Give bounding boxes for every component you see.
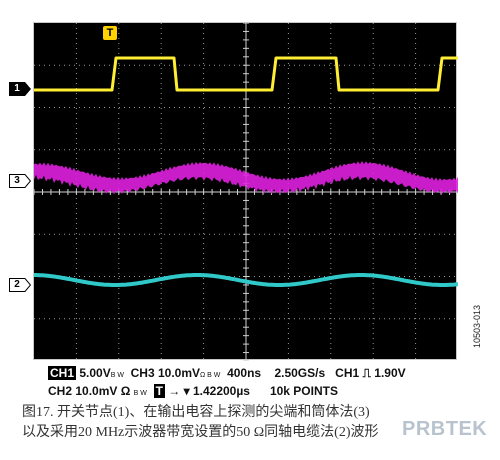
ch1-label: CH1 bbox=[48, 366, 77, 380]
channel-1-marker-label: 1 bbox=[14, 83, 20, 94]
trigger-position-marker: T bbox=[103, 26, 117, 40]
channel-2-marker-label: 2 bbox=[14, 279, 20, 290]
ch1-trace bbox=[34, 56, 458, 92]
caption-line-2: 以及采用20 MHz示波器带宽设置的50 Ω同轴电缆法(2)波形 bbox=[22, 425, 379, 440]
trigger-source: CH1 bbox=[335, 366, 360, 380]
ch3-trace bbox=[34, 161, 458, 195]
ch2-trace bbox=[34, 273, 458, 287]
record-length: 10k POINTS bbox=[269, 384, 338, 398]
status-row-1: CH1 5.00VB W CH3 10.0mVΩ B W 400ns 2.50G… bbox=[48, 366, 406, 381]
figure-caption: 图17. 开关节点(1)、在输出电容上探测的尖端和筒体法(3) 以及采用20 M… bbox=[22, 403, 492, 443]
channel-3-marker-label: 3 bbox=[14, 175, 20, 186]
ch2-bandwidth: B W bbox=[133, 390, 147, 397]
trigger-edge-icon: ⎍ bbox=[362, 366, 371, 380]
ch3-bandwidth: Ω B W bbox=[200, 372, 221, 379]
ch1-scale: 5.00V bbox=[79, 366, 111, 380]
ch1-bandwidth: B W bbox=[110, 372, 124, 379]
status-row-2: CH2 10.0mV Ω B W T → ▾ 1.42200µs 10k POI… bbox=[48, 384, 338, 398]
caption-line-1: 图17. 开关节点(1)、在输出电容上探测的尖端和筒体法(3) bbox=[22, 405, 370, 420]
sample-rate: 2.50GS/s bbox=[274, 366, 326, 380]
watermark-logo: PRBTEK bbox=[402, 418, 488, 440]
trigger-position: → ▾ 1.42200µs bbox=[168, 384, 250, 398]
figure-id-label: 10503-013 bbox=[472, 304, 482, 348]
trigger-box-icon: T bbox=[153, 384, 165, 398]
ch3-scale: CH3 10.0mV bbox=[130, 366, 200, 380]
timebase: 400ns bbox=[227, 366, 262, 380]
trigger-level: 1.90V bbox=[374, 366, 406, 380]
oscilloscope-screen bbox=[33, 22, 458, 361]
ch2-scale: CH2 10.0mV Ω bbox=[48, 384, 131, 398]
scope-grid bbox=[34, 23, 458, 361]
